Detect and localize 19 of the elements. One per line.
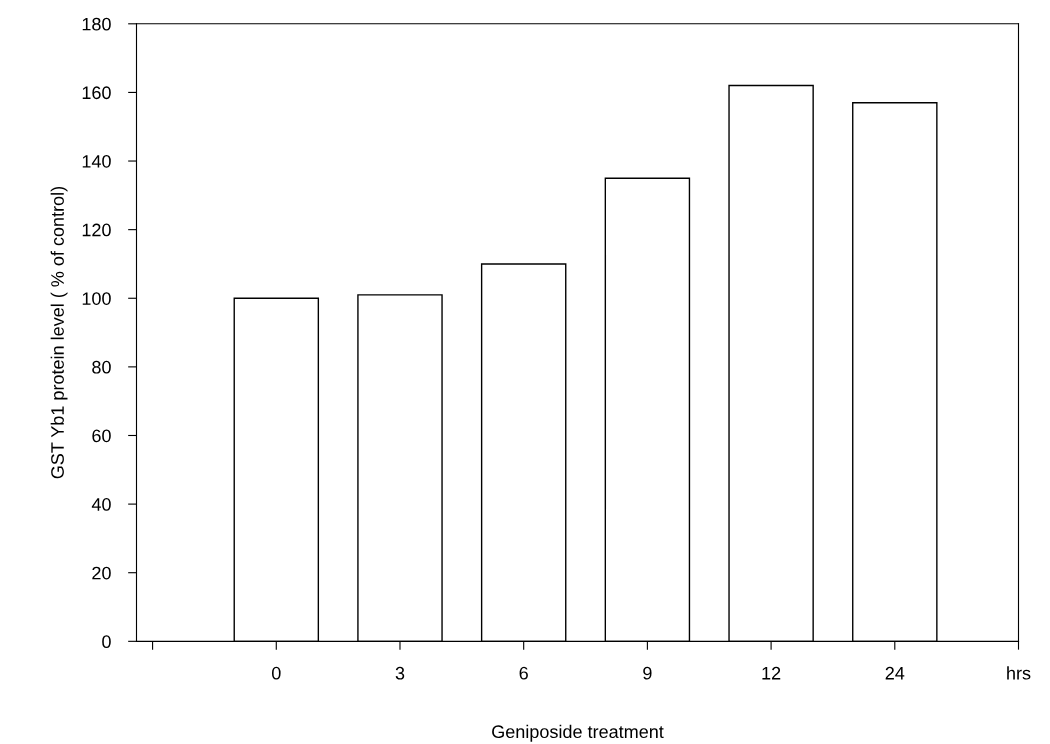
y-tick-label: 140 (82, 154, 111, 168)
x-tick-label: 12 (762, 666, 781, 680)
y-tick-label: 40 (91, 498, 111, 511)
x-tick-label: hrs (1007, 666, 1031, 680)
x-axis-title: Geniposide treatment (492, 724, 664, 742)
y-axis-title: GST Yb1 protein level ( % of control) (50, 186, 68, 479)
y-tick-label: 60 (92, 429, 111, 443)
y-tick-label: 0 (102, 635, 111, 649)
y-tick-label: 160 (82, 86, 111, 100)
x-tick-label: 3 (395, 666, 405, 680)
y-tick-label: 120 (82, 223, 111, 237)
x-tick-label: 0 (271, 666, 281, 680)
y-tick-label: 180 (82, 17, 111, 31)
x-tick-label: 6 (519, 666, 528, 680)
y-tick-label: 20 (92, 566, 111, 580)
x-tick-label: 24 (885, 666, 905, 680)
x-tick-label: 9 (643, 666, 652, 680)
y-tick-label: 80 (92, 360, 111, 374)
y-tick-label: 100 (82, 292, 111, 305)
